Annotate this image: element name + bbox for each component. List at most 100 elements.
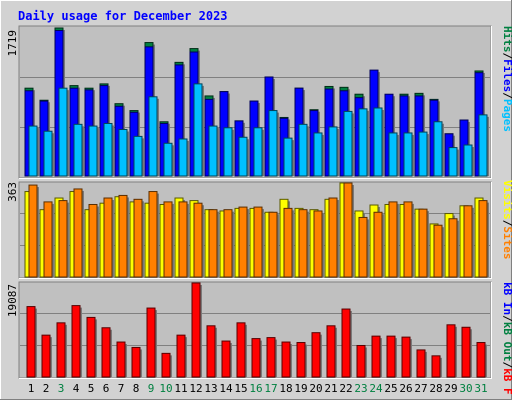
kbytes-bar	[161, 352, 172, 378]
day-labels: 1 2 3 4 5 6 7 8 9 10 11 12 13 14 15 16 17 18 19 20 21 22 23 24 2…	[28, 382, 488, 395]
day-label: 6	[103, 382, 110, 395]
kbytes-bar	[86, 316, 97, 378]
sites-bar	[358, 216, 369, 278]
kbytes-bar	[266, 337, 277, 378]
hits-max-label: 1719	[6, 30, 19, 57]
pages-bar	[28, 125, 39, 177]
pages-bar	[478, 114, 489, 177]
sites-bar	[43, 201, 54, 278]
sites-bar	[463, 205, 474, 278]
sites-bar	[373, 211, 384, 278]
day-label: 11	[174, 382, 187, 395]
kbytes-bar	[311, 332, 322, 378]
day-label: 21	[324, 382, 337, 395]
kbytes-bar	[446, 324, 457, 378]
sites-bar	[118, 194, 129, 278]
pages-bar	[358, 108, 369, 177]
day-label: 17	[264, 382, 277, 395]
kbytes-bar	[176, 334, 187, 378]
kbytes-bar	[371, 335, 382, 378]
kbytes-bar	[416, 349, 427, 378]
day-label: 1	[28, 382, 35, 395]
sites-bar	[58, 200, 69, 278]
day-label: 27	[414, 382, 427, 395]
pages-bar	[313, 132, 324, 177]
sites-bar	[28, 184, 39, 278]
pages-bar	[283, 137, 294, 177]
day-label: 14	[219, 382, 233, 395]
legend-label: kB In/kB Out/kB F	[501, 282, 512, 395]
day-label: 9	[148, 382, 155, 395]
day-label: 28	[429, 382, 442, 395]
sites-bar	[328, 197, 339, 278]
sites-bar	[163, 201, 174, 278]
day-label: 22	[339, 382, 352, 395]
sites-bar	[433, 224, 444, 278]
pages-bar	[328, 126, 339, 177]
kbytes-bar	[101, 327, 112, 378]
day-label: 31	[474, 382, 487, 395]
pages-bar	[208, 125, 219, 177]
pages-bar	[223, 127, 234, 177]
day-label: 4	[73, 382, 80, 395]
pages-bar	[298, 123, 309, 177]
kbytes-bar	[191, 282, 202, 378]
chart-title: Daily usage for December 2023	[18, 9, 228, 23]
legend-label: Visits/Sites	[501, 180, 512, 260]
kbytes-bar	[251, 338, 262, 378]
sites-bar	[298, 209, 309, 278]
kbytes-bar	[356, 344, 367, 378]
kbytes-bar	[341, 308, 352, 378]
day-label: 10	[159, 382, 172, 395]
sites-bar	[103, 197, 114, 278]
sites-bar	[388, 201, 399, 278]
day-label: 23	[354, 382, 367, 395]
pages-bar	[133, 135, 144, 177]
kbytes-bar	[41, 334, 52, 378]
pages-bar	[463, 144, 474, 177]
sites-bar	[178, 201, 189, 278]
pages-bar	[238, 136, 249, 177]
sites-bar	[283, 207, 294, 278]
day-label: 15	[234, 382, 247, 395]
sites-bar	[223, 209, 234, 278]
pages-bar	[418, 131, 429, 177]
kbytes-bar	[326, 325, 337, 378]
pages-bar	[118, 129, 129, 177]
day-label: 20	[309, 382, 322, 395]
pages-bar	[193, 83, 204, 177]
day-label: 19	[294, 382, 307, 395]
pages-bar	[343, 110, 354, 177]
kbytes-bar	[296, 342, 307, 378]
day-label: 13	[204, 382, 217, 395]
pages-bar	[373, 107, 384, 177]
day-label: 24	[369, 382, 383, 395]
kbytes-bar	[431, 355, 442, 378]
day-label: 12	[189, 382, 202, 395]
pages-bar	[103, 122, 114, 177]
sites-bar	[88, 203, 99, 278]
sites-bar	[148, 191, 159, 278]
sites-bar	[193, 202, 204, 278]
kbytes-bar	[476, 342, 487, 378]
day-label: 7	[118, 382, 125, 395]
pages-bar	[253, 127, 264, 177]
pages-bar	[268, 110, 279, 177]
sites-bar	[403, 201, 414, 278]
legend-label: Hits/Files/Pages	[501, 26, 512, 132]
kbytes-bar	[116, 341, 127, 378]
sites-bar	[208, 209, 219, 278]
sites-bar	[133, 198, 144, 278]
sites-bar	[418, 208, 429, 278]
kbytes-bar	[401, 336, 412, 378]
kbytes-bar	[26, 306, 37, 378]
day-label: 30	[459, 382, 472, 395]
sites-bar	[313, 210, 324, 278]
sites-bar	[478, 200, 489, 278]
pages-bar	[448, 147, 459, 177]
kbytes-bar	[131, 346, 142, 378]
kbytes-max-label: 19087	[6, 284, 19, 317]
day-label: 3	[58, 382, 65, 395]
sites-bar	[238, 206, 249, 278]
